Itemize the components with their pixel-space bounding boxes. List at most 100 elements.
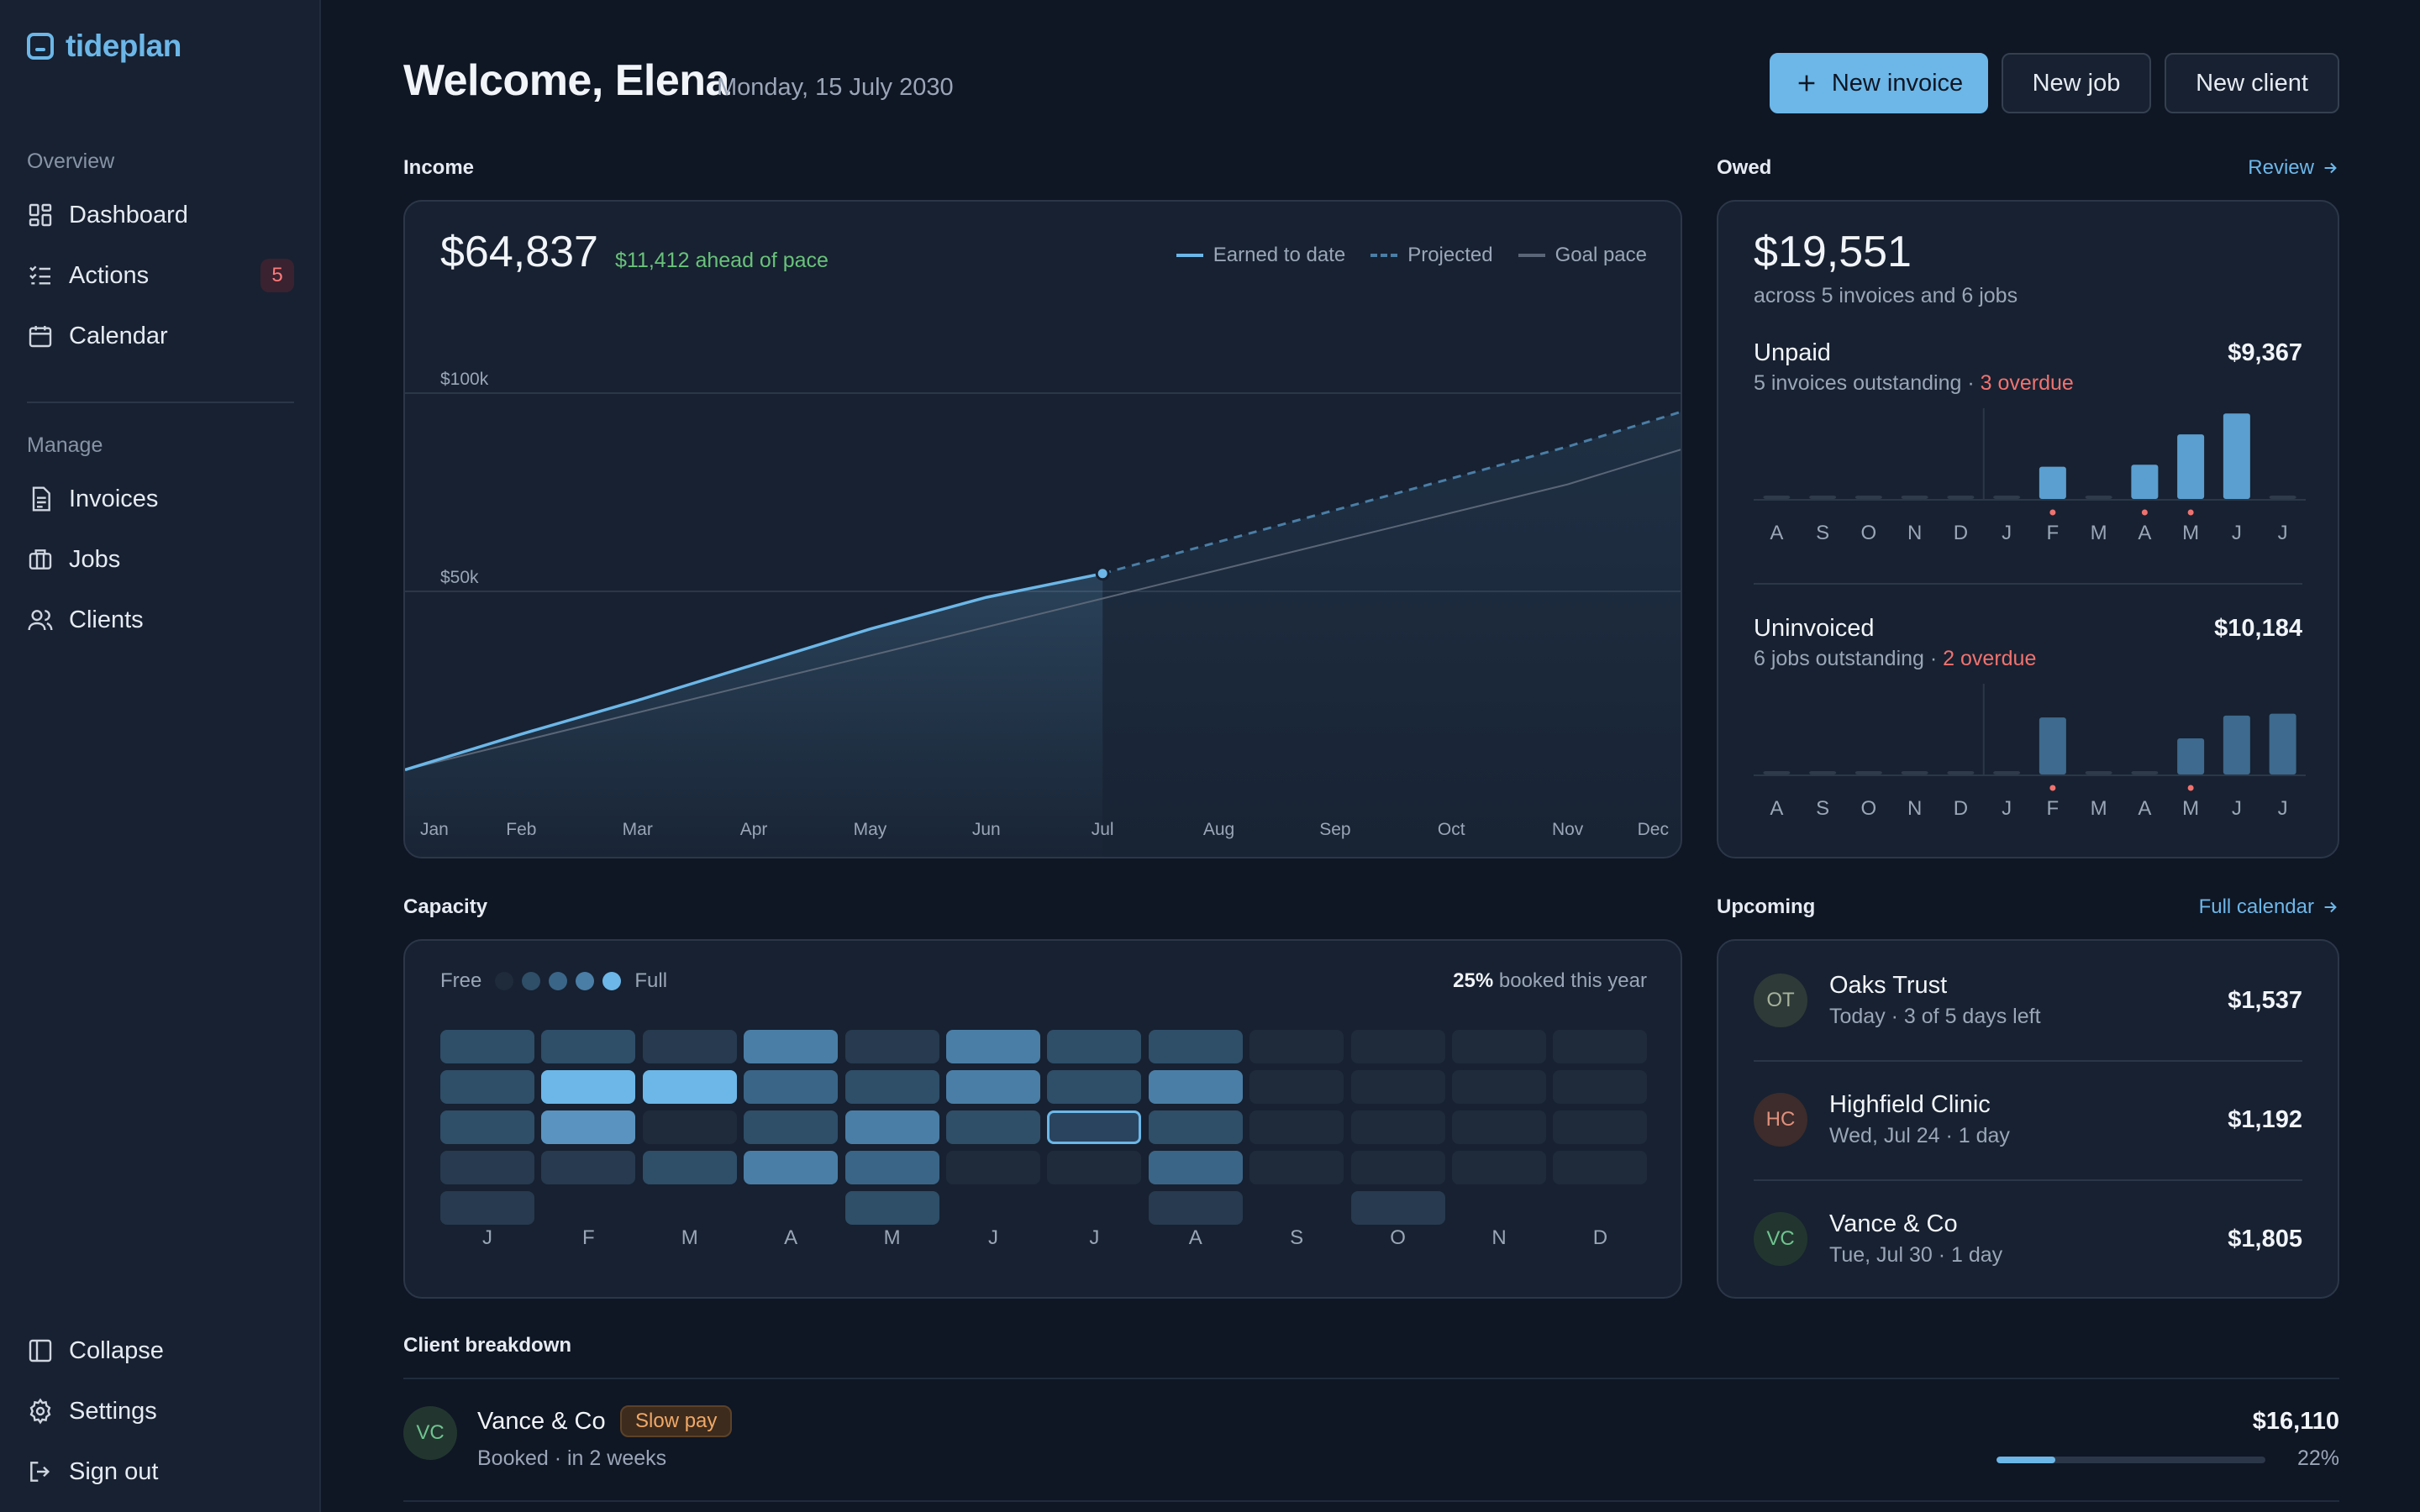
sidebar-item-calendar[interactable]: Calendar xyxy=(27,312,294,360)
owed-divider xyxy=(1754,583,2302,585)
capacity-cell[interactable] xyxy=(844,1030,939,1063)
capacity-cell[interactable] xyxy=(1249,1070,1344,1104)
income-card: $64,837 $11,412 ahead of pace Earned to … xyxy=(403,200,1682,858)
capacity-cell[interactable] xyxy=(1452,1110,1546,1144)
capacity-cell[interactable] xyxy=(1047,1070,1142,1104)
section-overview: Overview xyxy=(27,150,115,173)
bar xyxy=(1947,496,1975,499)
capacity-cell[interactable] xyxy=(1047,1110,1142,1144)
x-tick-label: A xyxy=(2138,522,2151,544)
capacity-cell[interactable] xyxy=(1148,1030,1243,1063)
capacity-cell[interactable] xyxy=(946,1110,1040,1144)
x-tick-label: Jan xyxy=(420,820,449,839)
capacity-cell[interactable] xyxy=(440,1110,534,1144)
client-share-bar xyxy=(1996,1457,2265,1463)
sidebar-item-jobs[interactable]: Jobs xyxy=(27,536,294,583)
bar xyxy=(1993,771,2021,774)
capacity-cell[interactable] xyxy=(1148,1151,1243,1184)
capacity-cell[interactable] xyxy=(1452,1151,1546,1184)
booked-text: booked this year xyxy=(1493,969,1647,992)
capacity-cell[interactable] xyxy=(744,1110,839,1144)
capacity-cell[interactable] xyxy=(1148,1110,1243,1144)
divider xyxy=(403,1500,2339,1502)
x-tick-label: A xyxy=(2138,797,2151,820)
capacity-cell[interactable] xyxy=(1249,1151,1344,1184)
capacity-cell[interactable] xyxy=(440,1070,534,1104)
capacity-cell[interactable] xyxy=(844,1151,939,1184)
capacity-cell[interactable] xyxy=(541,1030,636,1063)
owed-section-title: Owed xyxy=(1717,156,1772,179)
capacity-cell[interactable] xyxy=(744,1030,839,1063)
capacity-cell[interactable] xyxy=(844,1070,939,1104)
capacity-cell[interactable] xyxy=(1350,1151,1445,1184)
upcoming-amount: $1,192 xyxy=(2228,1105,2302,1133)
sidebar-item-clients[interactable]: Clients xyxy=(27,596,294,643)
capacity-cell[interactable] xyxy=(1047,1030,1142,1063)
new-client-button[interactable]: New client xyxy=(2165,53,2339,113)
capacity-cell[interactable] xyxy=(844,1110,939,1144)
capacity-cell[interactable] xyxy=(642,1070,737,1104)
capacity-cell[interactable] xyxy=(642,1151,737,1184)
capacity-cell[interactable] xyxy=(744,1070,839,1104)
goal-pace-line xyxy=(405,449,1681,771)
upcoming-item[interactable]: VC Vance & Co Tue, Jul 30 · 1 day $1,805 xyxy=(1754,1179,2302,1297)
avatar: VC xyxy=(403,1406,457,1460)
x-tick-label: S xyxy=(1816,797,1829,820)
income-section-title: Income xyxy=(403,156,475,179)
capacity-cell[interactable] xyxy=(1249,1030,1344,1063)
capacity-cell[interactable] xyxy=(642,1110,737,1144)
sidebar-item-sign-out[interactable]: Sign out xyxy=(27,1448,294,1495)
capacity-cell[interactable] xyxy=(1452,1070,1546,1104)
sidebar-item-collapse[interactable]: Collapse xyxy=(27,1327,294,1374)
arrow-right-icon xyxy=(2324,901,2337,913)
capacity-cell[interactable] xyxy=(1553,1030,1648,1063)
capacity-cell[interactable] xyxy=(642,1030,737,1063)
capacity-cell[interactable] xyxy=(1350,1110,1445,1144)
upcoming-item[interactable]: HC Highfield Clinic Wed, Jul 24 · 1 day … xyxy=(1754,1060,2302,1179)
bar xyxy=(1901,771,1928,774)
app-logo[interactable]: tideplan xyxy=(27,29,182,64)
row-divider xyxy=(1754,1060,2302,1062)
sidebar-item-actions[interactable]: Actions 5 xyxy=(27,252,294,299)
capacity-cell[interactable] xyxy=(946,1070,1040,1104)
sidebar-icon xyxy=(29,1339,52,1362)
capacity-cell[interactable] xyxy=(1452,1030,1546,1063)
x-tick-label: O xyxy=(1861,522,1877,544)
capacity-cell[interactable] xyxy=(1350,1030,1445,1063)
capacity-cell[interactable] xyxy=(440,1151,534,1184)
capacity-cell[interactable] xyxy=(946,1151,1040,1184)
capacity-cell[interactable] xyxy=(744,1151,839,1184)
full-calendar-link[interactable]: Full calendar xyxy=(2199,895,2339,919)
capacity-cell[interactable] xyxy=(1350,1191,1445,1225)
upcoming-item[interactable]: OT Oaks Trust Today · 3 of 5 days left $… xyxy=(1754,941,2302,1060)
sidebar-item-invoices[interactable]: Invoices xyxy=(27,475,294,522)
new-job-button[interactable]: New job xyxy=(2002,53,2151,113)
capacity-cell[interactable] xyxy=(541,1110,636,1144)
capacity-cell[interactable] xyxy=(946,1030,1040,1063)
capacity-cell[interactable] xyxy=(1047,1151,1142,1184)
capacity-cell[interactable] xyxy=(1249,1110,1344,1144)
capacity-cell[interactable] xyxy=(541,1151,636,1184)
capacity-cell[interactable] xyxy=(1553,1110,1648,1144)
sidebar-item-dashboard[interactable]: Dashboard xyxy=(27,192,294,239)
capacity-cell[interactable] xyxy=(844,1191,939,1225)
capacity-cell[interactable] xyxy=(1553,1151,1648,1184)
sidebar-item-label: Sign out xyxy=(69,1457,159,1485)
capacity-cell[interactable] xyxy=(1148,1070,1243,1104)
capacity-cell[interactable] xyxy=(1350,1070,1445,1104)
link-label: Full calendar xyxy=(2198,895,2314,918)
capacity-cell[interactable] xyxy=(440,1191,534,1225)
capacity-cell[interactable] xyxy=(1553,1070,1648,1104)
legend-label: Projected xyxy=(1407,244,1493,266)
capacity-cell[interactable] xyxy=(541,1070,636,1104)
new-invoice-button[interactable]: New invoice xyxy=(1770,53,1988,113)
client-name[interactable]: Vance & Co xyxy=(477,1408,606,1435)
review-link[interactable]: Review xyxy=(2248,156,2339,180)
y-tick-label: $50k xyxy=(440,568,479,587)
capacity-cell[interactable] xyxy=(440,1030,534,1063)
divider xyxy=(403,1378,2339,1379)
sidebar-item-settings[interactable]: Settings xyxy=(27,1388,294,1435)
earned-area xyxy=(405,573,1103,857)
x-tick-label: F xyxy=(2047,797,2060,820)
capacity-cell[interactable] xyxy=(1148,1191,1243,1225)
